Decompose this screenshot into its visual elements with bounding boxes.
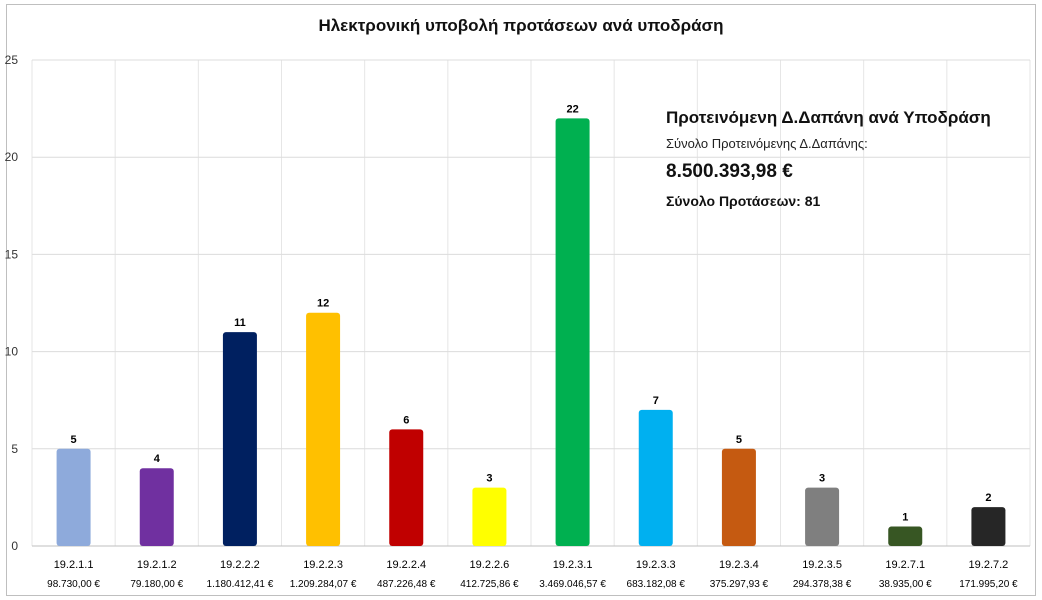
bar-19.2.2.2 — [222, 332, 257, 546]
x-tick-label: 19.2.1.2 — [137, 559, 177, 571]
bar-19.2.7.1 — [888, 526, 923, 546]
x-tick-label: 19.2.2.6 — [470, 559, 510, 571]
summary-total-amount: 8.500.393,98 € — [666, 161, 793, 182]
amount-label: 3.469.046,57 € — [539, 579, 606, 590]
y-tick-label: 0 — [11, 539, 18, 553]
data-label: 4 — [154, 453, 161, 465]
data-label: 2 — [985, 492, 991, 504]
bar-19.2.1.2 — [139, 468, 174, 546]
x-tick-label: 19.2.3.4 — [719, 559, 759, 571]
bar-19.2.2.3 — [306, 312, 341, 546]
chart-frame — [6, 4, 1036, 596]
data-label: 22 — [566, 103, 578, 115]
data-label: 7 — [653, 395, 659, 407]
amount-label: 171.995,20 € — [959, 579, 1018, 590]
amount-label: 412.725,86 € — [460, 579, 519, 590]
amount-label: 98.730,00 € — [47, 579, 100, 590]
bar-19.2.3.3 — [638, 409, 673, 546]
y-tick-label: 10 — [5, 345, 19, 359]
y-tick-label: 20 — [5, 150, 19, 164]
x-tick-label: 19.2.7.1 — [885, 559, 925, 571]
y-tick-label: 15 — [5, 247, 19, 261]
bar-19.2.1.1 — [56, 448, 91, 546]
bar-19.2.2.4 — [389, 429, 424, 546]
amount-label: 38.935,00 € — [879, 579, 932, 590]
bar-19.2.7.2 — [971, 507, 1006, 546]
x-tick-label: 19.2.2.2 — [220, 559, 260, 571]
summary-box: Προτεινόμενη Δ.Δαπάνη ανά Υποδράση Σύνολ… — [666, 108, 1036, 209]
x-tick-label: 19.2.3.3 — [636, 559, 676, 571]
bar-19.2.3.5 — [805, 487, 840, 546]
y-tick-label: 5 — [11, 442, 18, 456]
data-label: 1 — [902, 512, 908, 524]
amount-label: 294.378,38 € — [793, 579, 852, 590]
data-label: 11 — [234, 317, 246, 329]
data-label: 3 — [486, 473, 492, 485]
bar-19.2.3.1 — [555, 118, 590, 546]
data-label: 3 — [819, 473, 825, 485]
summary-total-count: Σύνολο Προτάσεων: 81 — [666, 193, 821, 209]
bar-19.2.2.6 — [472, 487, 507, 546]
summary-title: Προτεινόμενη Δ.Δαπάνη ανά Υποδράση — [666, 108, 991, 127]
chart-title: Ηλεκτρονική υποβολή προτάσεων ανά υποδρά… — [318, 16, 724, 35]
data-label: 5 — [71, 434, 77, 446]
amount-label: 79.180,00 € — [130, 579, 183, 590]
data-label: 6 — [403, 414, 409, 426]
summary-subtitle: Σύνολο Προτεινόμενης Δ.Δαπάνης: — [666, 136, 868, 151]
x-tick-label: 19.2.3.1 — [553, 559, 593, 571]
amount-label: 487.226,48 € — [377, 579, 436, 590]
amount-label: 375.297,93 € — [710, 579, 769, 590]
amount-label: 683.182,08 € — [627, 579, 686, 590]
amount-label: 1.209.284,07 € — [290, 579, 357, 590]
data-label: 12 — [317, 298, 329, 310]
x-tick-label: 19.2.2.4 — [386, 559, 426, 571]
x-tick-label: 19.2.7.2 — [969, 559, 1009, 571]
x-tick-label: 19.2.1.1 — [54, 559, 94, 571]
x-tick-label: 19.2.3.5 — [802, 559, 842, 571]
bar-19.2.3.4 — [721, 448, 756, 546]
x-tick-label: 19.2.2.3 — [303, 559, 343, 571]
amount-label: 1.180.412,41 € — [207, 579, 274, 590]
data-label: 5 — [736, 434, 742, 446]
y-tick-label: 25 — [5, 53, 19, 67]
